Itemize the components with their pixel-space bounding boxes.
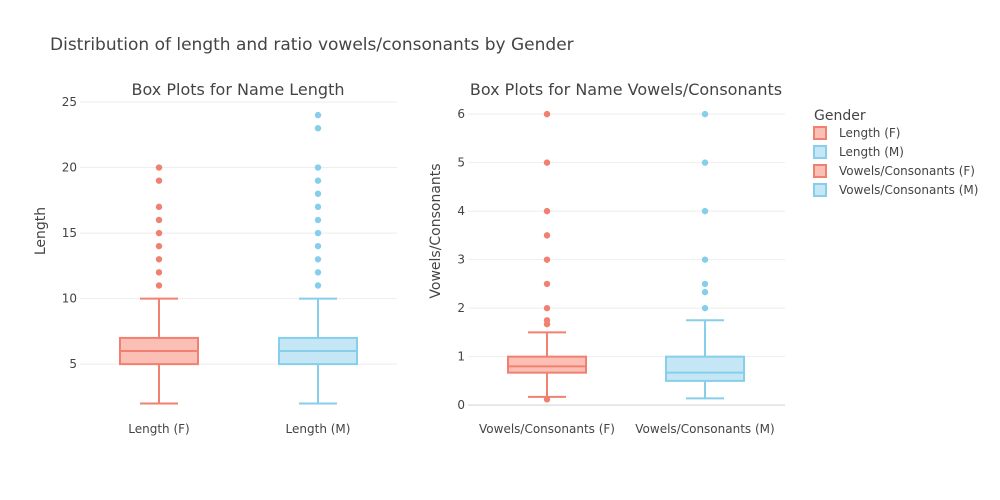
legend-item[interactable]: Vowels/Consonants (M) (813, 183, 978, 197)
outlier-point (314, 177, 322, 184)
y-tick-label: 10 (62, 292, 77, 306)
legend-label: Length (F) (839, 126, 900, 140)
outlier-point (314, 282, 322, 289)
outlier-point (314, 256, 322, 263)
subplot-title: Box Plots for Name Length (132, 80, 345, 99)
outlier-point (314, 164, 322, 171)
box-body (665, 355, 745, 382)
outlier-point (314, 269, 322, 276)
box-body (507, 355, 587, 374)
chart-title: Distribution of length and ratio vowels/… (50, 35, 574, 55)
box-1[interactable]: Length (F) (119, 164, 199, 436)
legend-item[interactable]: Length (M) (813, 145, 904, 159)
y-tick-label: 5 (69, 357, 77, 371)
outlier-point (155, 256, 163, 263)
outlier-point (543, 256, 551, 263)
box-2[interactable]: Length (M) (278, 111, 358, 436)
y-axis-label: Vowels/Consonants (428, 163, 444, 298)
outlier-point (543, 280, 551, 288)
y-tick-label: 1 (457, 350, 465, 364)
outlier-point (543, 232, 551, 239)
outlier-point (314, 242, 322, 250)
subplot-1: 5 10 15 20 25 Box Plots for Name Length Length… (33, 80, 397, 436)
outlier-point (155, 216, 163, 224)
outlier-point (155, 242, 163, 250)
outlier-point (155, 269, 163, 276)
y-tick-label: 0 (457, 398, 465, 412)
box-2[interactable]: Vowels/Consonants (M) (635, 110, 775, 436)
legend[interactable]: Gender Length (F) Length (M) Vowels/Conson… (813, 108, 978, 197)
outlier-point (155, 282, 163, 289)
outlier-point (155, 177, 163, 184)
outlier-point (701, 304, 709, 312)
x-tick-label: Length (F) (128, 422, 189, 436)
outlier-point (314, 203, 322, 211)
legend-swatch (813, 164, 827, 178)
x-tick-label: Vowels/Consonants (M) (635, 422, 774, 436)
y-tick-label: 3 (457, 253, 465, 267)
outlier-point (701, 159, 709, 166)
legend-swatch (813, 126, 827, 140)
legend-swatch (813, 145, 827, 159)
outlier-point (543, 304, 551, 312)
y-axis-label: Length (33, 207, 49, 255)
legend-swatch (813, 183, 827, 197)
outlier-point (314, 125, 322, 132)
outlier-point (314, 229, 322, 237)
legend-item[interactable]: Vowels/Consonants (F) (813, 164, 975, 178)
outlier-point (155, 229, 163, 237)
outlier-point (701, 207, 709, 215)
outlier-point (543, 159, 551, 166)
y-tick-label: 2 (457, 301, 465, 315)
y-tick-label: 5 (457, 156, 465, 170)
y-tick-label: 25 (62, 95, 77, 109)
outlier-point (701, 288, 709, 296)
legend-label: Length (M) (839, 145, 904, 159)
outlier-point (155, 203, 163, 211)
subplot-2: 0 1 2 3 4 5 6 Box Plots for Name Vowels/Consona… (428, 80, 785, 436)
x-tick-label: Vowels/Consonants (F) (479, 422, 615, 436)
outlier-point (543, 396, 551, 403)
outlier-point (314, 216, 322, 224)
x-tick-label: Length (M) (286, 422, 351, 436)
outlier-point (701, 256, 709, 263)
legend-title: Gender (814, 108, 866, 124)
box-1[interactable]: Vowels/Consonants (F) (479, 110, 615, 436)
y-tick-label: 15 (62, 226, 77, 240)
outlier-point (155, 164, 163, 171)
subplot-title: Box Plots for Name Vowels/Consonants (470, 80, 782, 99)
legend-label: Vowels/Consonants (M) (839, 183, 978, 197)
y-tick-label: 4 (457, 204, 465, 218)
outlier-point (543, 317, 551, 324)
y-tick-label: 6 (457, 107, 465, 121)
legend-item[interactable]: Length (F) (813, 126, 900, 140)
outlier-point (543, 110, 551, 118)
outlier-point (701, 280, 709, 288)
outlier-point (314, 111, 322, 119)
legend-label: Vowels/Consonants (F) (839, 164, 975, 178)
outlier-point (543, 207, 551, 215)
outlier-point (701, 110, 709, 118)
y-tick-label: 20 (62, 161, 77, 175)
outlier-point (314, 190, 322, 197)
